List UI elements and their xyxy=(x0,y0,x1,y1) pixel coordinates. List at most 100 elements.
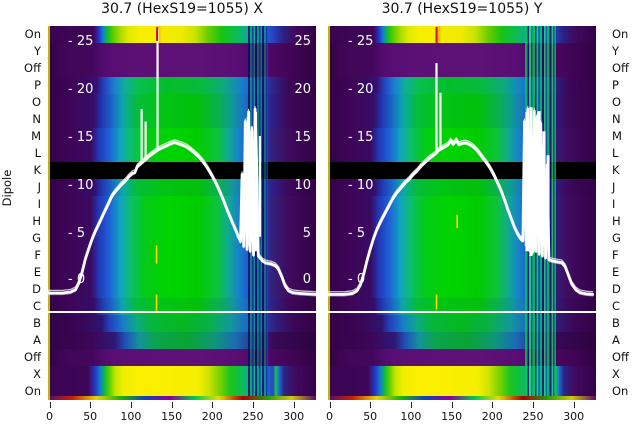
row-label-right-j-9: J xyxy=(612,180,616,194)
row-label-left-on-0: On xyxy=(24,27,41,41)
inner-tick-left: - 20 xyxy=(68,82,94,97)
x-tick-mark xyxy=(492,402,494,408)
row-label-left-g-12: G xyxy=(32,231,41,245)
profile-curve-layer xyxy=(328,27,595,310)
row-label-right-c-16: C xyxy=(612,299,621,313)
white-separator-line xyxy=(328,311,596,313)
row-label-right-l-7: L xyxy=(612,146,619,160)
row-label-right-m-6: M xyxy=(612,129,622,143)
row-label-right-g-12: G xyxy=(612,231,621,245)
heatmap-panel-y: - 25 - 20 - 15 - 10 - 5 - 0 xyxy=(328,26,596,400)
x-tick-mark xyxy=(212,402,214,408)
row-label-left-j-9: J xyxy=(37,180,41,194)
row-label-left-a-18: A xyxy=(33,333,41,347)
row-label-left-o-4: O xyxy=(31,95,41,109)
inner-tick-left: - 10 xyxy=(68,178,94,193)
row-label-left-off-2: Off xyxy=(24,61,41,75)
bottom-speckle-strip xyxy=(48,396,316,400)
x-tick-mark xyxy=(451,402,453,408)
row-label-right-n-5: N xyxy=(612,112,621,126)
row-label-right-d-15: D xyxy=(612,282,621,296)
inner-tick-left: - 0 xyxy=(68,272,86,287)
profile-curve-layer xyxy=(48,27,316,311)
x-tick-mark xyxy=(90,402,92,408)
row-label-right-k-8: K xyxy=(612,163,620,177)
bottom-speckle-strip xyxy=(328,396,596,400)
x-tick-mark xyxy=(130,402,132,408)
inner-tick-left: - 5 xyxy=(68,226,86,241)
x-tick-mark xyxy=(370,402,372,408)
x-tick-label: 150 xyxy=(161,410,183,423)
row-label-left-b-17: B xyxy=(33,316,41,330)
row-label-left-e-14: E xyxy=(33,265,41,279)
x-tick-mark xyxy=(573,402,575,408)
inner-tick-right: 0 xyxy=(302,272,311,287)
row-label-right-b-17: B xyxy=(612,316,620,330)
x-tick-label: 250 xyxy=(522,410,544,423)
x-tick-label: 150 xyxy=(441,410,463,423)
x-tick-mark xyxy=(329,402,331,408)
inner-tick-right: 20 xyxy=(294,82,311,97)
x-tick-mark xyxy=(253,402,254,408)
left-panel-title: 30.7 (HexS19=1055) X xyxy=(101,1,263,17)
row-label-left-c-16: C xyxy=(32,299,41,313)
x-tick-label: 300 xyxy=(563,410,585,423)
row-label-right-a-18: A xyxy=(612,333,620,347)
x-tick-mark xyxy=(410,402,412,408)
x-tick-label: 0 xyxy=(46,410,53,423)
inner-tick-right: 5 xyxy=(302,226,311,241)
inner-tick-right: 10 xyxy=(294,178,311,193)
white-separator-line xyxy=(48,311,316,313)
inner-tick-left: - 5 xyxy=(348,226,366,241)
inner-tick-left: - 25 xyxy=(348,34,374,49)
row-label-right-off-2: Off xyxy=(612,61,629,75)
x-tick-mark xyxy=(533,402,534,408)
row-label-left-l-7: L xyxy=(34,146,41,160)
row-label-right-x-20: X xyxy=(612,367,620,381)
inner-tick-left: - 15 xyxy=(348,130,374,145)
inner-tick-left: - 20 xyxy=(348,82,374,97)
x-tick-label: 250 xyxy=(242,410,264,423)
row-label-left-i-10: I xyxy=(37,197,41,211)
row-label-right-on-0: On xyxy=(612,27,629,41)
inner-tick-left: - 0 xyxy=(348,272,366,287)
inner-tick-right: 25 xyxy=(294,34,311,49)
row-label-right-p-3: P xyxy=(612,78,619,92)
inner-tick-left: - 25 xyxy=(68,34,94,49)
row-label-right-i-10: I xyxy=(612,197,616,211)
row-label-right-f-13: F xyxy=(612,248,619,262)
beam-profile-curve xyxy=(48,107,316,296)
inner-tick-left: - 10 xyxy=(348,178,374,193)
row-label-right-on-21: On xyxy=(612,384,629,398)
row-label-right-o-4: O xyxy=(612,95,622,109)
x-tick-label: 100 xyxy=(120,410,142,423)
inner-tick-left: - 15 xyxy=(68,130,94,145)
x-tick-label: 200 xyxy=(201,410,223,423)
right-panel-title: 30.7 (HexS19=1055) Y xyxy=(381,1,543,17)
row-label-right-e-14: E xyxy=(612,265,620,279)
x-tick-label: 100 xyxy=(400,410,422,423)
row-label-left-on-21: On xyxy=(24,384,41,398)
row-label-left-n-5: N xyxy=(32,112,41,126)
row-label-left-off-19: Off xyxy=(24,350,41,364)
x-tick-label: 50 xyxy=(83,410,98,423)
row-label-right-off-19: Off xyxy=(612,350,629,364)
heatmap-panel-x: - 25 - 20 - 15 - 10 - 5 - 0 25 20 15 10 5 0 xyxy=(48,26,316,400)
row-label-left-m-6: M xyxy=(31,129,41,143)
edge-sliver xyxy=(328,26,330,400)
row-label-left-x-20: X xyxy=(33,367,41,381)
x-tick-mark xyxy=(171,402,173,408)
row-label-right-y-1: Y xyxy=(612,44,620,58)
x-tick-label: 200 xyxy=(481,410,503,423)
x-tick-label: 50 xyxy=(363,410,378,423)
row-label-left-k-8: K xyxy=(33,163,41,177)
x-tick-mark xyxy=(49,402,51,408)
x-tick-mark xyxy=(293,402,295,408)
row-label-left-y-1: Y xyxy=(33,44,41,58)
row-label-left-p-3: P xyxy=(34,78,41,92)
row-label-left-f-13: F xyxy=(34,248,41,262)
x-tick-label: 300 xyxy=(283,410,305,423)
inner-tick-right: 15 xyxy=(294,130,311,145)
row-label-right-h-11: H xyxy=(612,214,621,228)
